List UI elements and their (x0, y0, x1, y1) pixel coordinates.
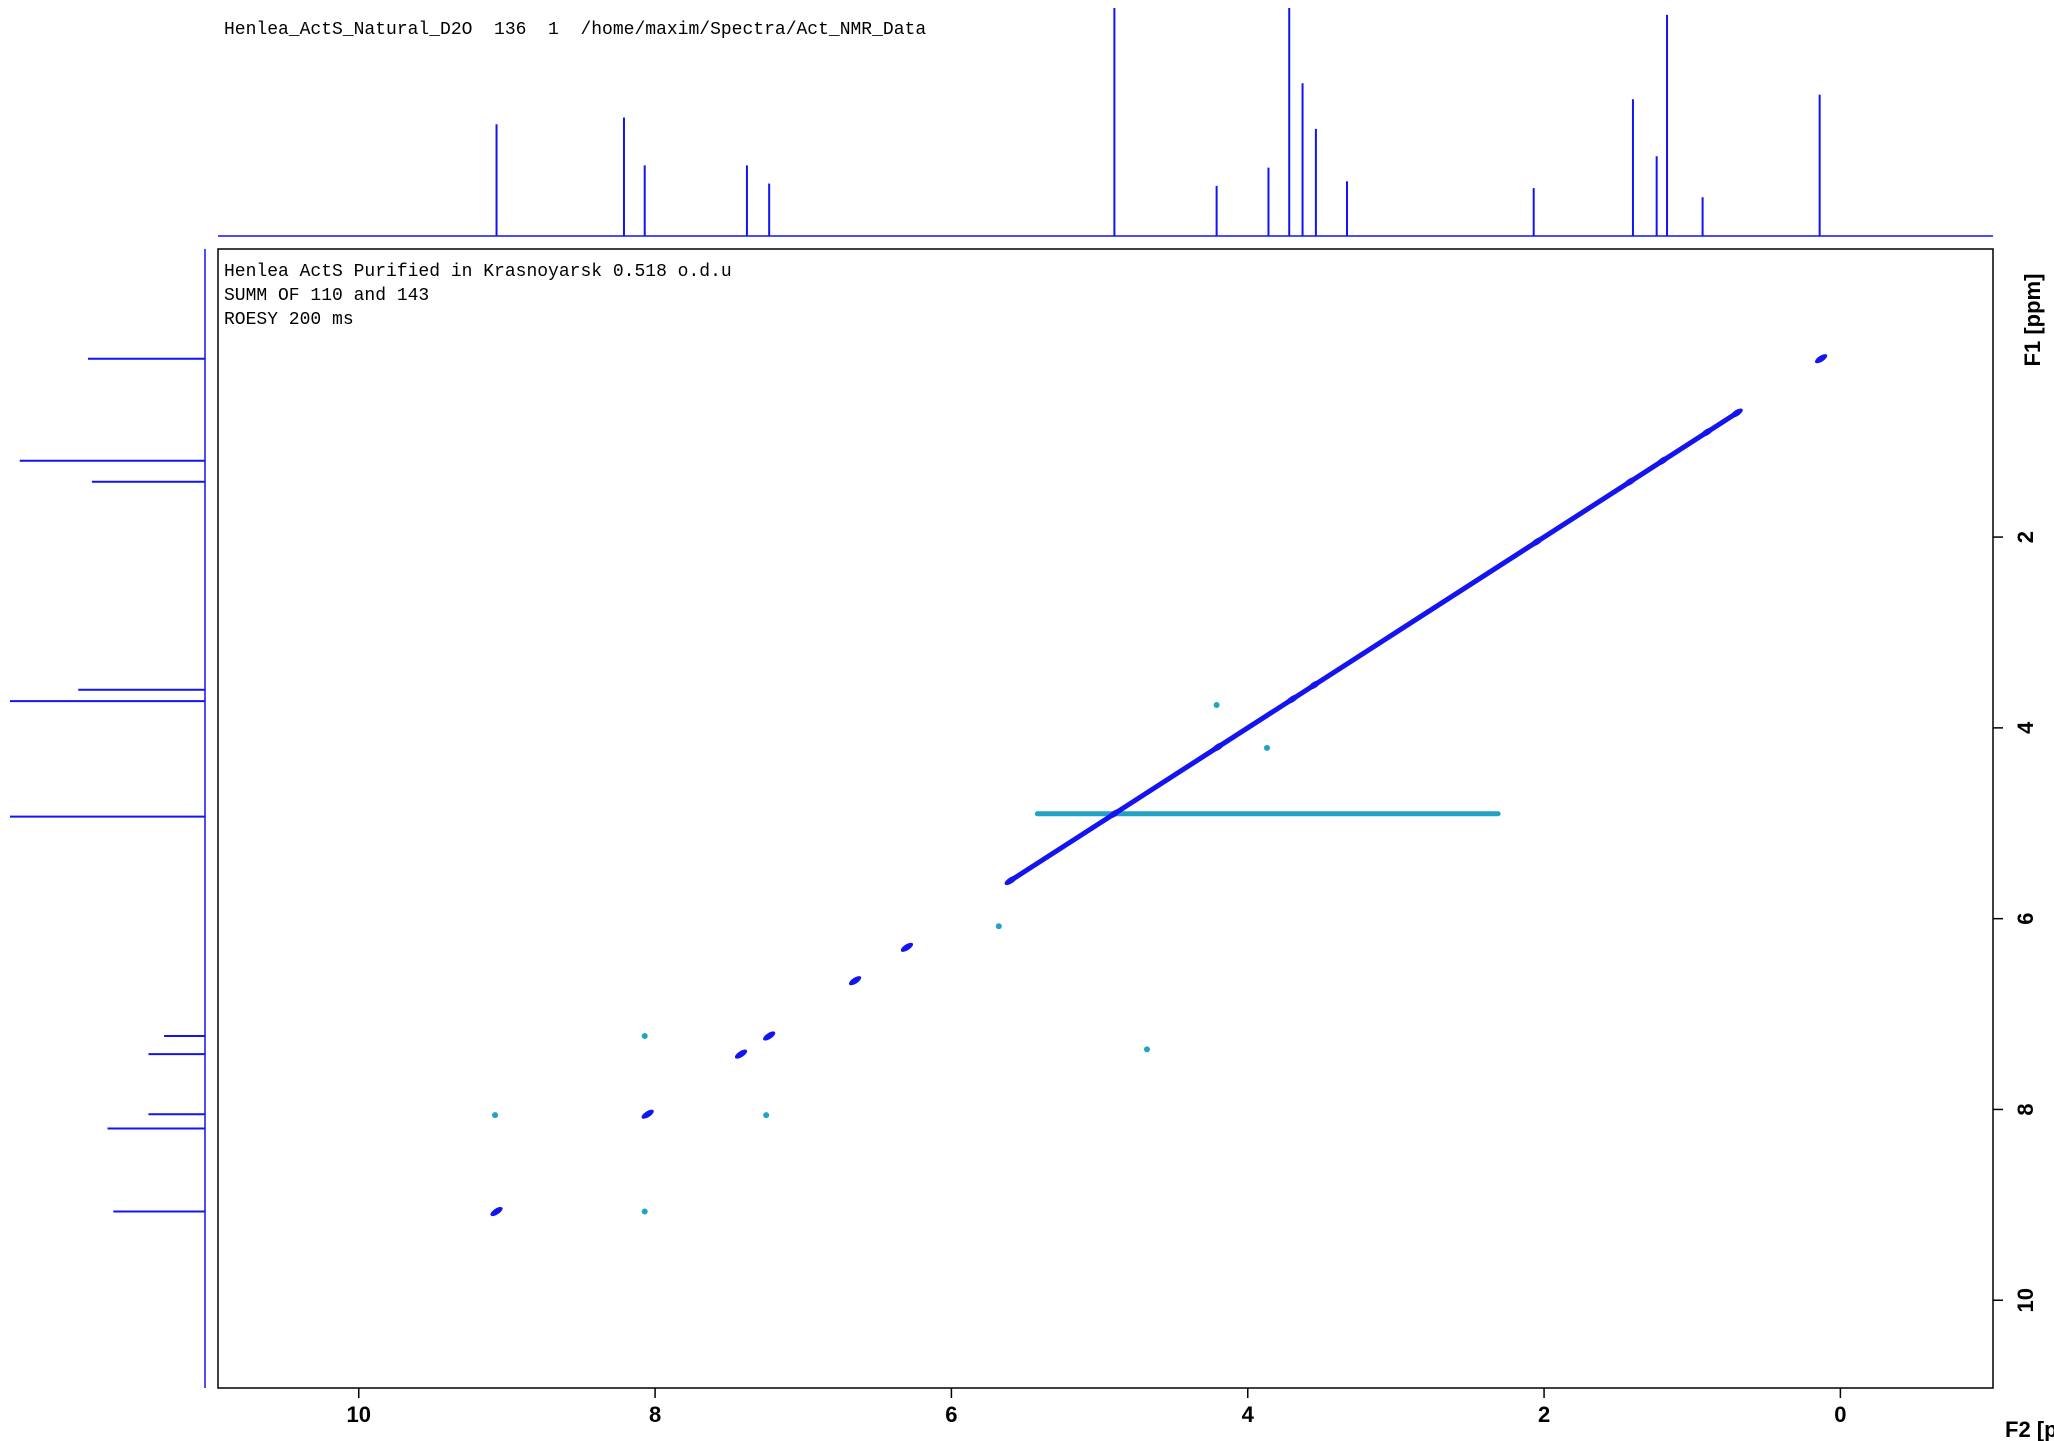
x-tick-label: 4 (1242, 1402, 1255, 1427)
x-tick-label: 6 (945, 1402, 957, 1427)
diagonal-peak (1656, 456, 1669, 466)
diagonal-ridge (1008, 410, 1740, 884)
cross-peak (1213, 701, 1220, 708)
cross-peak (1143, 1046, 1150, 1053)
diagonal-peak (734, 1049, 748, 1059)
diagonal-peak (1211, 742, 1225, 752)
cross-peak (492, 1112, 499, 1119)
diagonal-peak (1286, 694, 1299, 704)
note: ROESY 200 ms (224, 310, 354, 330)
cross-peak (763, 1112, 770, 1119)
diagonal-peak (900, 942, 914, 952)
diagonal-peak (490, 1206, 503, 1217)
y-tick-label: 8 (2013, 1103, 2038, 1115)
x-tick-label: 2 (1538, 1402, 1550, 1427)
note: Henlea ActS Purified in Krasnoyarsk 0.51… (224, 262, 732, 282)
cross-peak (1263, 744, 1270, 751)
y-axis-label: F1 [ppm] (2020, 274, 2045, 367)
diagonal-peak (1004, 875, 1017, 886)
note: SUMM OF 110 and 143 (224, 286, 429, 306)
x-tick-label: 10 (347, 1402, 371, 1427)
diagonal-peak (763, 1031, 776, 1041)
y-tick-label: 2 (2013, 531, 2038, 543)
diagonal-peak (1623, 477, 1637, 487)
diagonal-peak (1700, 427, 1714, 437)
cross-peak (641, 1032, 648, 1039)
plot-frame (217, 248, 1994, 1389)
diagonal-peak (848, 976, 862, 986)
y-tick-label: 10 (2013, 1288, 2038, 1312)
diagonal-peak (641, 1109, 654, 1119)
diagonal-peak (1730, 408, 1743, 418)
cross-peak (995, 923, 1002, 930)
y-tick-label: 6 (2013, 913, 2038, 925)
x-axis-label: F2 [ppm] (2005, 1417, 2054, 1441)
x-tick-label: 8 (649, 1402, 661, 1427)
diagonal-peak (1530, 537, 1543, 547)
diagonal-peak (1815, 354, 1828, 364)
diagonal-peak (1308, 680, 1321, 690)
header: Henlea_ActS_Natural_D2O 136 1 /home/maxi… (224, 20, 926, 40)
y-tick-label: 4 (2013, 721, 2038, 734)
cross-peak (641, 1208, 648, 1215)
diagonal-peak (1108, 809, 1121, 819)
x-tick-label: 0 (1834, 1402, 1846, 1427)
